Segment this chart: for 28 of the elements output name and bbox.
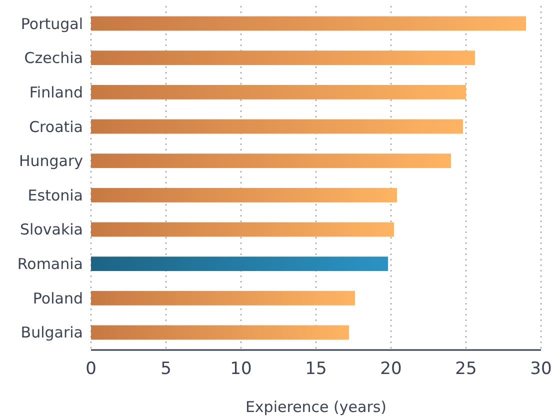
bar [91, 188, 397, 202]
x-tick-label: 0 [86, 359, 96, 379]
y-tick-label: Finland [29, 83, 83, 102]
bar [91, 256, 388, 272]
y-tick-label: Hungary [18, 152, 84, 170]
bar [91, 50, 475, 66]
x-tick-label: 30 [530, 359, 552, 379]
x-axis-title: Expierence (years) [245, 398, 387, 416]
bar [91, 154, 451, 168]
y-tick-label: Poland [32, 289, 83, 308]
bar [91, 119, 463, 134]
y-tick-label: Croatia [29, 118, 83, 136]
bar [91, 84, 466, 100]
y-tick-label: Bulgaria [20, 324, 83, 342]
bar [91, 222, 394, 237]
bar [91, 290, 355, 306]
y-tick-label: Czechia [24, 49, 83, 68]
x-tick-label: 5 [160, 359, 172, 379]
y-tick-label: Estonia [28, 186, 83, 204]
x-tick-label: 20 [380, 359, 402, 379]
y-tick-label: Romania [17, 255, 83, 274]
y-tick-label: Portugal [20, 14, 83, 33]
bar [91, 325, 349, 340]
bar [91, 16, 526, 31]
x-tick-label: 10 [230, 359, 252, 379]
x-tick-label: 15 [305, 359, 327, 379]
y-tick-label: Slovakia [20, 220, 83, 239]
x-tick-label: 25 [455, 359, 477, 379]
